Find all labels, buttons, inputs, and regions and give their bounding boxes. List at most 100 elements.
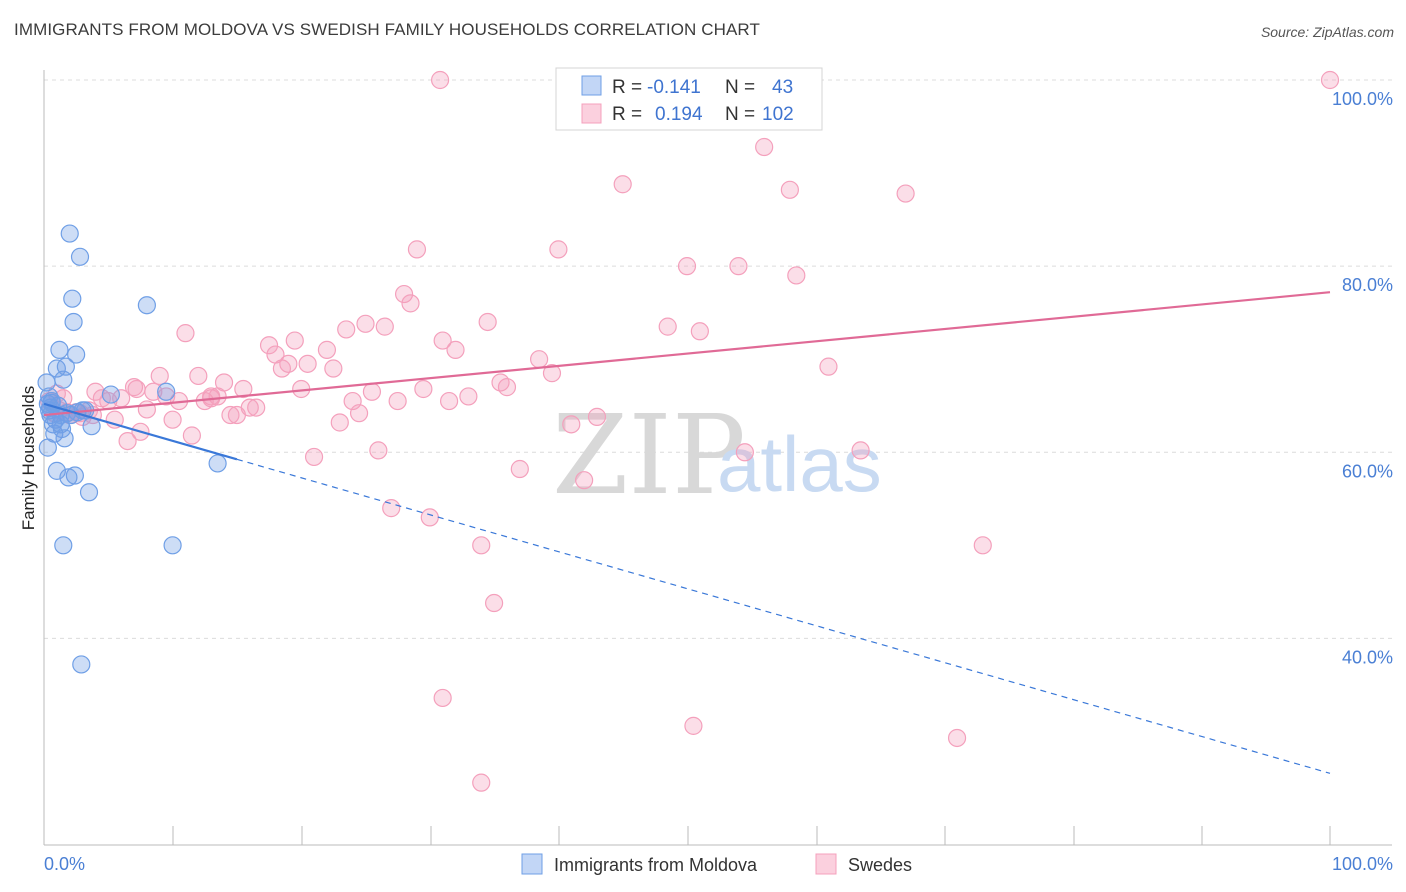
legend-r-value-2: 0.194 [655, 104, 703, 125]
bottom-legend-label-swedes: Swedes [848, 855, 912, 875]
point-swedes [369, 441, 388, 460]
point-swedes [472, 536, 491, 555]
point-swedes [137, 400, 156, 419]
point-moldova [64, 312, 83, 332]
point-swedes [118, 431, 137, 451]
point-moldova [60, 224, 79, 243]
point-swedes [755, 137, 774, 157]
y-tick-label: 80.0% [1342, 275, 1393, 295]
point-swedes [362, 382, 382, 401]
point-moldova [47, 359, 66, 378]
y-tick-label: 40.0% [1342, 647, 1393, 667]
point-swedes [1320, 70, 1340, 90]
watermark-atlas: atlas [717, 420, 882, 508]
y-tick-label: 60.0% [1342, 461, 1393, 481]
point-moldova [54, 536, 73, 555]
y-tick-label: 100.0% [1332, 89, 1393, 109]
point-swedes [658, 317, 677, 336]
point-swedes [202, 387, 221, 406]
point-swedes [562, 415, 581, 434]
point-swedes [684, 716, 703, 735]
bottom-legend-label-moldova: Immigrants from Moldova [554, 855, 758, 875]
point-moldova [137, 296, 156, 315]
point-swedes [388, 391, 407, 411]
point-swedes [330, 413, 349, 432]
point-moldova [79, 483, 99, 502]
y-tick-labels: 40.0% 60.0% 80.0% 100.0% [1332, 89, 1393, 667]
point-swedes [787, 266, 806, 285]
point-swedes [497, 378, 517, 397]
x-tick-marks [43, 826, 1331, 845]
point-swedes [86, 382, 105, 401]
grid-layer [44, 79, 1392, 639]
bottom-legend-swatch-swedes [815, 853, 837, 875]
legend-r-label-1: R = [612, 77, 642, 98]
point-swedes [896, 184, 915, 203]
point-swedes [575, 471, 594, 490]
point-moldova [56, 357, 75, 376]
point-swedes [729, 257, 748, 276]
point-swedes [472, 773, 491, 792]
point-moldova [63, 289, 82, 308]
x-tick-label-max: 100.0% [1332, 854, 1393, 874]
point-swedes [214, 373, 234, 392]
trend-line-moldova-solid [43, 402, 238, 461]
legend-swatch-blue [581, 75, 602, 96]
point-swedes [127, 379, 146, 399]
point-swedes [690, 322, 709, 341]
point-swedes [285, 331, 304, 350]
point-swedes [430, 70, 450, 90]
point-moldova [101, 385, 120, 404]
legend-swatch-pink [581, 103, 602, 124]
point-swedes [182, 426, 201, 445]
legend-n-value-2: 102 [762, 104, 794, 125]
point-swedes [317, 340, 337, 359]
point-swedes [433, 331, 452, 350]
point-swedes [819, 357, 838, 376]
point-swedes [947, 728, 967, 748]
point-swedes [478, 312, 497, 332]
trend-lines [43, 291, 1331, 774]
point-swedes [298, 354, 317, 373]
point-swedes [394, 284, 414, 304]
point-swedes [510, 459, 529, 479]
point-swedes [356, 314, 375, 333]
point-moldova [67, 345, 86, 364]
point-moldova [163, 536, 182, 555]
point-swedes [780, 180, 799, 199]
point-moldova [157, 382, 176, 401]
point-swedes [124, 378, 144, 397]
point-swedes [446, 340, 465, 359]
trend-line-swedes [43, 291, 1331, 417]
point-swedes [414, 379, 433, 399]
point-swedes [247, 398, 266, 417]
chart-source: Source: ZipAtlas.com [1260, 24, 1394, 40]
point-moldova [43, 415, 63, 434]
watermark-zip: ZIP [552, 391, 746, 519]
point-swedes [337, 320, 356, 339]
x-tick-label-min: 0.0% [44, 854, 85, 874]
point-swedes [530, 350, 549, 369]
point-swedes [677, 257, 697, 276]
point-moldova [59, 468, 78, 487]
point-swedes [542, 364, 562, 383]
point-swedes [234, 379, 253, 399]
legend-r-value-1: -0.141 [647, 77, 701, 98]
point-swedes [735, 443, 754, 462]
point-swedes [420, 508, 439, 527]
point-moldova [47, 461, 66, 480]
point-swedes [382, 499, 401, 518]
point-swedes [407, 240, 427, 259]
point-swedes [439, 391, 459, 411]
point-swedes [189, 366, 208, 386]
point-swedes [613, 175, 632, 194]
point-swedes [349, 404, 369, 423]
point-swedes [459, 387, 478, 406]
chart-title: IMMIGRANTS FROM MOLDOVA VS SWEDISH FAMIL… [14, 20, 760, 39]
point-swedes [375, 317, 394, 336]
point-swedes [973, 536, 992, 555]
point-moldova [72, 655, 91, 674]
point-moldova [55, 429, 74, 448]
point-swedes [176, 324, 195, 343]
